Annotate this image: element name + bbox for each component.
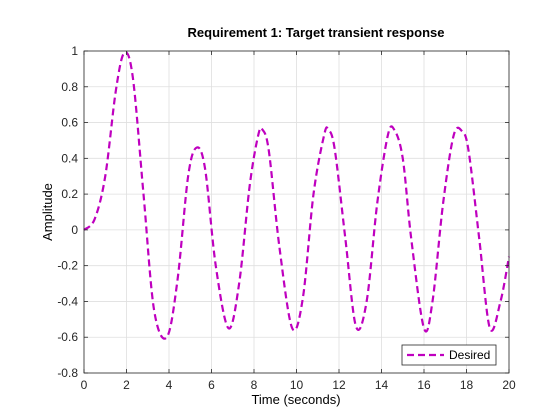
series-line-desired [83,51,511,340]
y-tick-label: 1 [71,44,78,58]
x-tick-label: 20 [502,378,516,392]
x-tick-label: 0 [81,378,88,392]
y-tick-label: 0.2 [61,187,78,201]
y-tick-label: 0.6 [61,116,78,130]
y-tick-labels: -0.8 -0.6 -0.4 -0.2 0 0.2 0.4 0.6 0.8 1 [57,44,78,380]
y-tick-label: -0.8 [57,366,78,380]
y-tick-label: 0.8 [61,80,78,94]
chart-title: Requirement 1: Target transient response [188,25,445,40]
x-tick-labels: 0 2 4 6 8 10 12 14 16 18 20 [81,378,516,392]
y-tick-label: -0.2 [57,259,78,273]
x-tick-label: 8 [251,378,258,392]
y-tick-label: 0.4 [61,151,78,165]
y-axis-label: Amplitude [40,183,55,241]
x-tick-label: 2 [123,378,130,392]
y-tick-label: 0 [71,223,78,237]
x-tick-label: 4 [166,378,173,392]
plot-area: 0 2 4 6 8 10 12 14 16 18 20 -0.8 -0.6 -0.4 -0.2 0 0.2 0.… [57,44,516,392]
x-tick-label: 10 [290,378,304,392]
series-layer [83,51,511,340]
legend: Desired [401,344,497,366]
x-tick-label: 6 [208,378,215,392]
ticks [83,50,510,374]
x-tick-label: 12 [332,378,346,392]
x-axis-label: Time (seconds) [251,392,340,407]
legend-label-desired: Desired [449,348,490,362]
x-tick-label: 14 [375,378,389,392]
legend-box [401,344,497,366]
x-tick-label: 18 [460,378,474,392]
y-tick-label: -0.4 [57,294,78,308]
x-tick-label: 16 [417,378,431,392]
y-tick-label: -0.6 [57,330,78,344]
